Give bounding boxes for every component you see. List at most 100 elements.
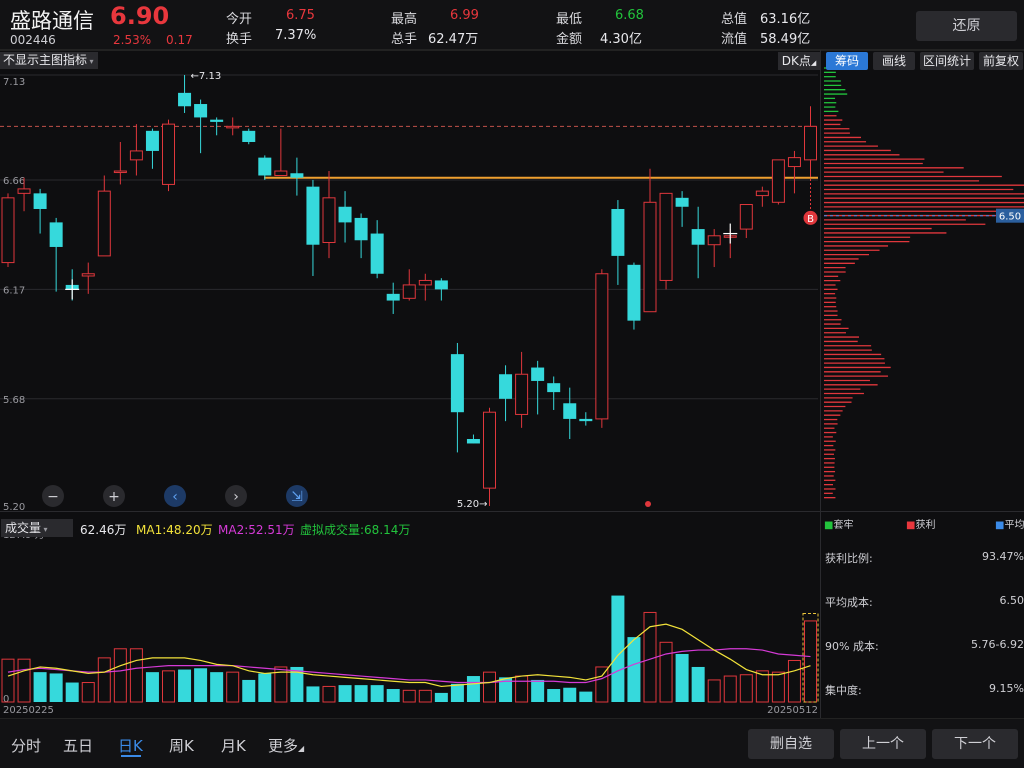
candle-body[interactable]: [290, 173, 304, 178]
candle-body[interactable]: [483, 411, 496, 489]
volume-bar: [402, 689, 416, 703]
candle-body[interactable]: [787, 157, 801, 168]
low-label: 最低: [556, 12, 583, 27]
chip-legend: ■获利: [906, 516, 935, 531]
candle-body[interactable]: [145, 130, 159, 151]
next-stock-button[interactable]: 下一个: [932, 729, 1018, 759]
candle-body[interactable]: [643, 201, 657, 313]
candle-body[interactable]: [306, 186, 320, 245]
candle-body[interactable]: [515, 373, 529, 415]
zoom-out-icon[interactable]: [42, 485, 64, 507]
candle-body[interactable]: [194, 104, 208, 118]
candle-body[interactable]: [547, 383, 561, 393]
candle-body[interactable]: [434, 280, 448, 290]
chip-legend: ■平均: [995, 516, 1024, 531]
candle-body[interactable]: [675, 197, 689, 207]
candle-body[interactable]: [81, 273, 95, 277]
volume-bar: [354, 685, 368, 702]
tool-range-stats[interactable]: 区间统计: [920, 52, 974, 70]
volume-bar: [611, 595, 625, 702]
candle-body[interactable]: [210, 119, 224, 122]
tab-monthly[interactable]: 月K: [221, 737, 246, 755]
candle-body[interactable]: [804, 125, 817, 161]
candle-body[interactable]: [611, 208, 625, 256]
indicator-dropdown[interactable]: 不显示主图指标 ▾: [0, 52, 98, 69]
candle-body[interactable]: [691, 229, 705, 245]
candle-body[interactable]: [739, 204, 753, 230]
candle-body[interactable]: [563, 403, 577, 419]
candle-body[interactable]: [466, 439, 480, 444]
tab-more[interactable]: 更多◢: [268, 735, 304, 756]
volume-bar: [322, 685, 336, 703]
candle-body[interactable]: [162, 123, 175, 185]
tab-weekly[interactable]: 周K: [169, 737, 194, 755]
candle-body[interactable]: [97, 190, 111, 257]
indicator-label: 不显示主图指标: [3, 53, 88, 67]
tab-intraday[interactable]: 分时: [11, 737, 42, 755]
candle-body[interactable]: [49, 222, 63, 247]
candle-body[interactable]: [755, 190, 769, 197]
candle-body[interactable]: [499, 374, 513, 399]
high-label: 最高: [391, 12, 418, 27]
sub-indicator-dropdown[interactable]: 成交量 ▾: [1, 519, 73, 537]
candle-body[interactable]: [659, 192, 673, 281]
candle-body[interactable]: [771, 159, 785, 203]
kline-chart[interactable]: 7.13 6.66 6.17 5.68 5.20 ←7.13 5.20→ B 6.50 − + ‹ › ⇲…: [0, 50, 1024, 718]
zoom-out-icon-glyph: −: [47, 489, 59, 505]
volume-ma1-line: [7, 623, 811, 688]
tool-chips[interactable]: 筹码: [826, 52, 868, 70]
chip-row-value: 5.76-6.92: [971, 638, 1024, 651]
chip-row-label: 集中度:: [825, 684, 862, 697]
scroll-left-icon[interactable]: [164, 485, 186, 507]
tab-daily[interactable]: 日K: [118, 737, 143, 755]
volume-bar: [595, 666, 609, 703]
restore-button[interactable]: 还原: [916, 11, 1017, 41]
volume-bar: [17, 658, 31, 703]
volume-bar: [113, 648, 127, 703]
tool-forward-adjust[interactable]: 前复权: [979, 52, 1023, 70]
candle-body[interactable]: [450, 354, 464, 413]
candle-body[interactable]: [338, 206, 352, 223]
dk-button[interactable]: DK点◢: [778, 52, 820, 70]
candle-body[interactable]: [531, 367, 545, 381]
tab-active-indicator: [121, 755, 141, 757]
volume-bar: [65, 682, 79, 702]
buy-signal-icon[interactable]: [803, 210, 818, 225]
candle-body[interactable]: [113, 170, 127, 174]
candle-body[interactable]: [129, 150, 143, 161]
candle-body[interactable]: [274, 170, 288, 176]
chip-row-label: 90% 成本:: [825, 640, 879, 653]
price-tick-label: 5.20: [3, 502, 25, 513]
candle-body[interactable]: [707, 235, 721, 246]
candle-body[interactable]: [386, 293, 400, 301]
volume-bar: [755, 670, 769, 703]
scroll-right-icon[interactable]: [225, 485, 247, 507]
candle-body[interactable]: [579, 418, 593, 422]
volume-bar: [739, 674, 753, 703]
reset-zoom-icon[interactable]: [286, 485, 308, 507]
candle-body[interactable]: [242, 130, 256, 142]
zoom-in-icon[interactable]: [103, 485, 125, 507]
candle-body[interactable]: [354, 217, 368, 241]
tool-draw-line[interactable]: 画线: [873, 52, 915, 70]
candle-body[interactable]: [17, 188, 31, 194]
candle-body[interactable]: [370, 233, 384, 274]
low-marker: 5.20→: [457, 499, 488, 510]
candle-body[interactable]: [33, 193, 47, 209]
candle-body[interactable]: [226, 125, 240, 129]
candle-body[interactable]: [322, 197, 336, 243]
previous-stock-button[interactable]: 上一个: [840, 729, 926, 759]
candle-body[interactable]: [418, 279, 432, 286]
volume-bar: [386, 689, 400, 702]
volume-value: 62.47万: [428, 32, 479, 47]
candle-body[interactable]: [595, 273, 609, 420]
candle-body[interactable]: [258, 157, 272, 176]
candle-body[interactable]: [627, 264, 641, 321]
candle-body[interactable]: [402, 284, 416, 299]
remove-watchlist-button[interactable]: 删自选: [748, 729, 834, 759]
candle-body[interactable]: [1, 197, 15, 264]
tab-five-day[interactable]: 五日: [63, 737, 94, 755]
scroll-right-icon-glyph: ›: [233, 489, 239, 505]
reset-zoom-icon-glyph: ⇲: [291, 489, 303, 505]
candle-body[interactable]: [178, 92, 192, 107]
